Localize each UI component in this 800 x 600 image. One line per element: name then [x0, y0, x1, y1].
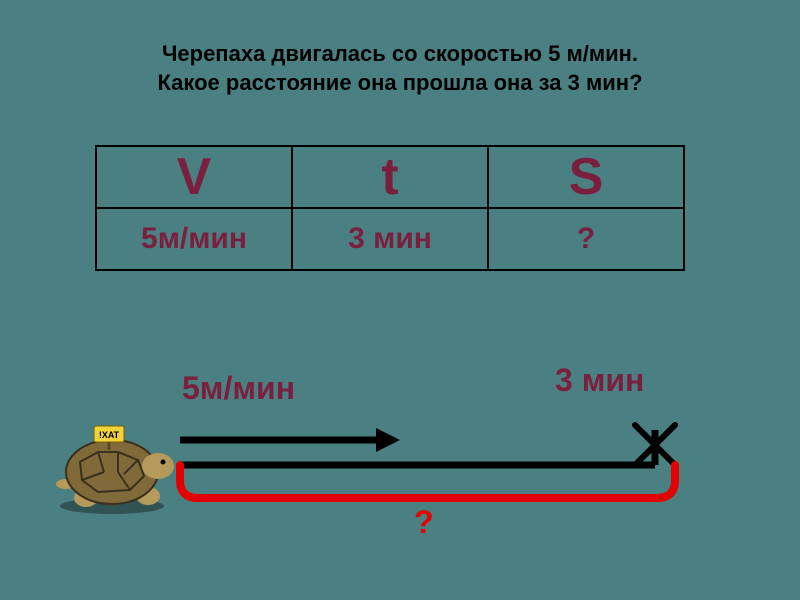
question-mark: ? — [414, 504, 434, 541]
cell-distance: ? — [488, 208, 684, 270]
title-line2: Какое расстояние она прошла она за 3 мин… — [157, 70, 642, 95]
curly-bracket-icon — [180, 465, 675, 498]
col-header-v: V — [96, 146, 292, 208]
table-row: V t S — [96, 146, 684, 208]
cell-time: 3 мин — [292, 208, 488, 270]
slide: Черепаха двигалась со скоростью 5 м/мин.… — [0, 0, 800, 600]
col-header-t: t — [292, 146, 488, 208]
vts-table: V t S 5м/мин 3 мин ? — [95, 145, 685, 271]
table-row: 5м/мин 3 мин ? — [96, 208, 684, 270]
distance-diagram: 5м/мин 3 мин ? !XAT — [0, 370, 800, 570]
arrow-icon — [180, 428, 400, 452]
svg-text:!XAT: !XAT — [99, 430, 120, 440]
title: Черепаха двигалась со скоростью 5 м/мин.… — [60, 40, 740, 97]
cell-speed: 5м/мин — [96, 208, 292, 270]
title-line1: Черепаха двигалась со скоростью 5 м/мин. — [162, 41, 638, 66]
turtle-icon: !XAT — [40, 410, 180, 520]
col-header-s: S — [488, 146, 684, 208]
